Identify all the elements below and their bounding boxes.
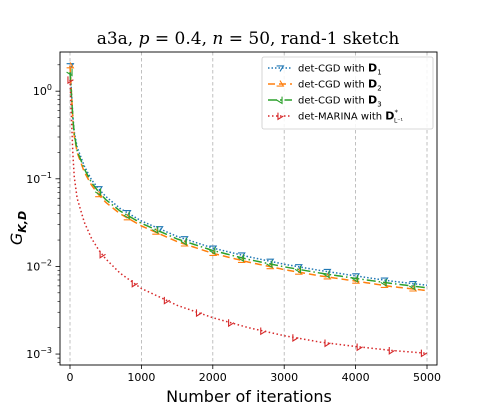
series-marker xyxy=(409,280,418,288)
y-tick-label: 10−1 xyxy=(26,171,52,186)
series-marker xyxy=(180,236,189,243)
series-marker xyxy=(66,62,75,69)
series-marker xyxy=(123,211,130,220)
series-marker xyxy=(66,68,73,77)
series-marker xyxy=(266,262,275,270)
legend-label: det-CGD with D1 xyxy=(298,62,382,77)
series-marker xyxy=(409,285,418,292)
x-tick-label: 1000 xyxy=(127,371,155,384)
series-marker xyxy=(95,190,103,198)
x-tick-label: 2000 xyxy=(199,371,227,384)
legend-label: det-CGD with D2 xyxy=(298,78,382,93)
legend-entry: det-MARINA with D* L⁻¹ xyxy=(268,109,403,125)
series-marker xyxy=(294,265,302,274)
series-line xyxy=(69,79,428,355)
series-marker xyxy=(237,254,244,263)
series-marker xyxy=(152,228,161,235)
series-marker xyxy=(323,268,332,276)
series-marker xyxy=(266,260,273,269)
series-marker xyxy=(95,186,103,193)
series-marker xyxy=(295,268,303,275)
series-marker xyxy=(352,277,360,284)
chart-title: a3a, p = 0.4, n = 50, rand-1 sketch xyxy=(97,29,400,49)
y-tick-label: 10−2 xyxy=(26,258,52,273)
legend-entry: det-CGD with D3 xyxy=(268,94,382,109)
series-marker xyxy=(323,273,332,280)
legend-label: det-MARINA with D* L⁻¹ xyxy=(298,109,403,125)
legend-entry: det-CGD with D2 xyxy=(268,78,382,93)
series-marker xyxy=(209,249,218,256)
plot-frame xyxy=(59,51,438,366)
series-marker xyxy=(352,273,360,280)
axis-ticks: 0 1000 2000 3000 4000 5000 10−3 10−2 10−1 100 xyxy=(26,64,441,384)
y-tick-label: 10−3 xyxy=(26,346,52,361)
series-marker xyxy=(209,245,218,252)
legend-label: det-CGD with D3 xyxy=(298,94,382,109)
series-marker xyxy=(195,309,203,318)
series-marker xyxy=(351,275,359,283)
legend-entry: det-CGD with D1 xyxy=(268,62,382,77)
x-tick-label: 0 xyxy=(66,371,73,384)
series-marker xyxy=(237,256,246,263)
x-tick-label: 3000 xyxy=(270,371,298,384)
series-4 xyxy=(67,76,428,358)
series-marker xyxy=(260,327,267,336)
series-marker xyxy=(163,296,171,305)
series-line xyxy=(69,65,428,292)
series-marker xyxy=(237,252,246,259)
series-2 xyxy=(66,62,428,292)
y-tick-label: 100 xyxy=(33,83,52,98)
series-3 xyxy=(66,68,428,291)
series-marker xyxy=(388,347,395,355)
y-axis-label: GK,D xyxy=(7,211,29,245)
series-marker xyxy=(123,209,132,217)
series-marker xyxy=(409,282,416,291)
series-marker xyxy=(266,258,275,265)
legend-marker xyxy=(277,112,284,121)
series-marker xyxy=(151,226,159,234)
series-marker xyxy=(380,277,389,284)
series-marker xyxy=(323,270,330,279)
x-gridlines xyxy=(69,52,428,365)
legend-box xyxy=(261,56,434,130)
series-marker xyxy=(324,339,331,348)
series-marker xyxy=(67,76,74,85)
series-marker xyxy=(99,250,106,259)
series-marker xyxy=(295,264,303,271)
series-marker xyxy=(380,279,387,287)
series-marker xyxy=(228,319,235,328)
x-tick-label: 4000 xyxy=(342,371,370,384)
legend-marker xyxy=(276,80,285,87)
series-marker xyxy=(356,343,363,352)
series-marker xyxy=(292,334,299,343)
series-marker xyxy=(123,214,132,221)
series-marker xyxy=(380,281,389,289)
series-marker xyxy=(131,279,138,288)
series-marker xyxy=(209,247,216,255)
series-marker xyxy=(94,188,102,197)
legend-marker xyxy=(276,65,285,72)
series-lines xyxy=(66,62,428,358)
series-marker xyxy=(420,349,428,358)
series-marker xyxy=(180,237,187,246)
legend-marker xyxy=(276,96,283,105)
x-axis-label: Number of iterations xyxy=(166,387,332,406)
x-tick-label: 5000 xyxy=(413,371,441,384)
